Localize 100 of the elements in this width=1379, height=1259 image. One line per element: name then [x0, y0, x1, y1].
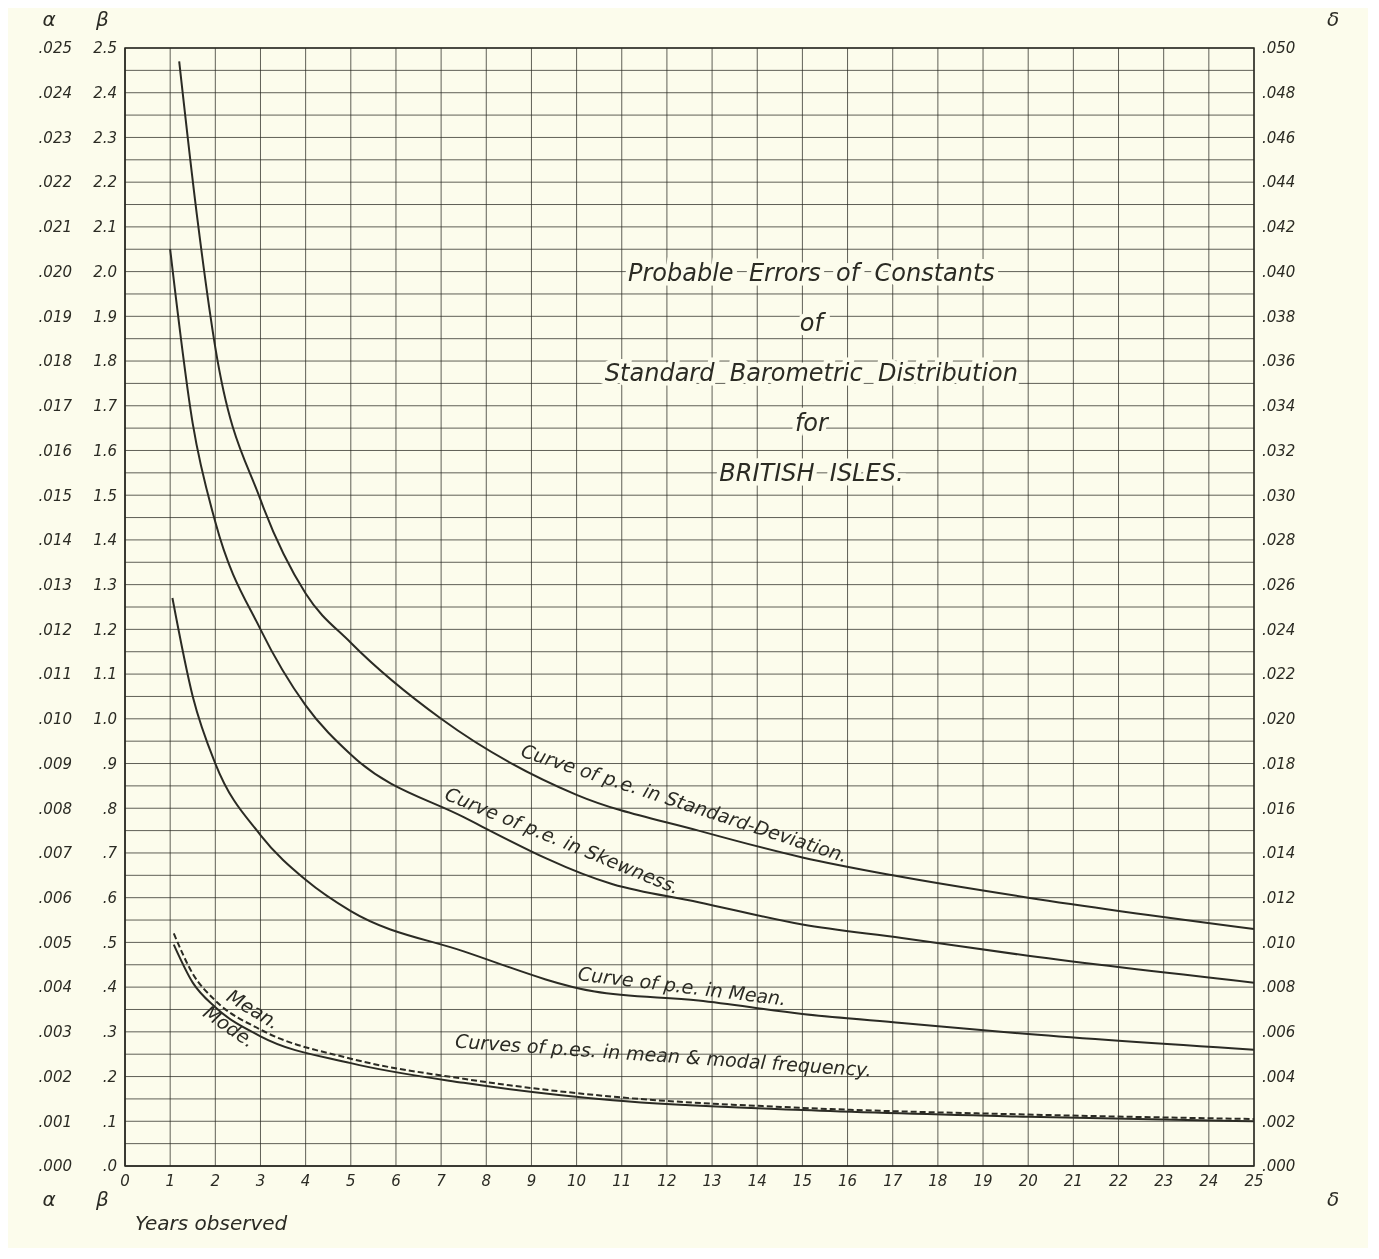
x-tick-label: 24	[1199, 1172, 1219, 1190]
x-tick-label: 21	[1063, 1172, 1083, 1190]
y2-tick-label: .022	[1262, 665, 1296, 684]
y3-tick-label: .015	[38, 486, 72, 505]
y2-tick-label: .050	[1262, 39, 1296, 58]
y-tick-label: .4	[102, 978, 117, 997]
text: δ	[1326, 1187, 1340, 1211]
y3-tick-label: .023	[38, 128, 72, 147]
x-tick-label: 1	[165, 1172, 175, 1190]
y-tick-label: .2	[102, 1067, 117, 1086]
y3-tick-label: .006	[38, 889, 72, 908]
x-tick-label: 13	[702, 1172, 722, 1190]
x-tick-label: 16	[838, 1172, 858, 1190]
y2-tick-label: .004	[1262, 1067, 1296, 1086]
y3-tick-label: .004	[38, 978, 72, 997]
y3-tick-label: .016	[38, 441, 72, 460]
x-tick-label: 20	[1018, 1172, 1038, 1190]
y-tick-label: 1.7	[93, 397, 118, 416]
y3-tick-label: .018	[38, 352, 72, 371]
y-tick-label: 1.6	[93, 441, 117, 460]
y-tick-label: 1.1	[93, 665, 117, 684]
y2-tick-label: .046	[1262, 128, 1296, 147]
y3-tick-label: .022	[38, 173, 72, 192]
x-tick-label: 15	[792, 1172, 812, 1190]
y2-tick-label: .036	[1262, 352, 1296, 371]
x-tick-label: 12	[657, 1172, 677, 1190]
y3-tick-label: .000	[38, 1157, 72, 1176]
y3-tick-label: .009	[38, 754, 72, 773]
y-tick-label: 2.1	[93, 218, 117, 237]
y2-tick-label: .038	[1262, 307, 1296, 326]
y-tick-label: 1.9	[93, 307, 117, 326]
y-tick-label: 2.0	[93, 262, 117, 281]
x-tick-label: 14	[747, 1172, 767, 1190]
y3-tick-label: .010	[38, 710, 72, 729]
y2-tick-label: .048	[1262, 84, 1296, 103]
y3-tick-label: .019	[38, 307, 72, 326]
x-tick-label: 8	[481, 1172, 492, 1190]
y2-tick-label: .042	[1262, 218, 1296, 237]
y-tick-label: .5	[102, 933, 117, 952]
y3-tick-label: .021	[38, 218, 72, 237]
y3-tick-label: .012	[38, 620, 72, 639]
y-tick-label: 1.5	[93, 486, 117, 505]
y-axis-title: β	[95, 7, 110, 31]
y2-tick-label: .026	[1262, 575, 1296, 594]
y-tick-label: 2.4	[93, 84, 117, 103]
y3-tick-label: .014	[38, 531, 72, 550]
y2-tick-label: .002	[1262, 1112, 1296, 1131]
x-tick-label: 22	[1108, 1172, 1129, 1190]
x-tick-label: 0	[120, 1172, 130, 1190]
y2-axis-title: δ	[1326, 7, 1340, 31]
y-tick-label: 1.8	[93, 352, 117, 371]
y-tick-label: 1.2	[93, 620, 117, 639]
x-tick-label: 4	[300, 1172, 311, 1190]
x-tick-label: 18	[928, 1172, 948, 1190]
y2-tick-label: .006	[1262, 1023, 1296, 1042]
y-tick-label: 2.2	[93, 173, 117, 192]
text: Curve of p.e. in Mean.	[576, 962, 788, 1010]
x-tick-label: 19	[973, 1172, 993, 1190]
x-tick-label: 2	[210, 1172, 221, 1190]
y2-tick-label: .014	[1262, 844, 1296, 863]
y3-tick-label: .008	[38, 799, 72, 818]
y3-tick-label: .013	[38, 575, 72, 594]
x-tick-label: 5	[346, 1172, 356, 1190]
y-tick-label: .0	[102, 1157, 117, 1176]
y3-tick-label: .020	[38, 262, 72, 281]
y2-tick-label: .000	[1262, 1157, 1296, 1176]
x-tick-label: 3	[255, 1172, 266, 1190]
y2-tick-label: .016	[1262, 799, 1296, 818]
y2-tick-label: .030	[1262, 486, 1296, 505]
y-tick-label: 2.5	[93, 39, 117, 58]
text: α	[42, 1187, 56, 1211]
y3-tick-label: .005	[38, 933, 72, 952]
y2-tick-label: .008	[1262, 978, 1296, 997]
y2-tick-label: .032	[1262, 441, 1296, 460]
y2-tick-label: .040	[1262, 262, 1296, 281]
x-tick-label: 17	[883, 1172, 903, 1190]
y-tick-label: 1.4	[93, 531, 117, 550]
y2-tick-label: .034	[1262, 397, 1296, 416]
x-axis-title: Years observed	[135, 1211, 288, 1235]
y3-tick-label: .025	[38, 39, 72, 58]
y3-tick-label: .003	[38, 1023, 72, 1042]
annotation: Curves of p.es. in mean & modal frequency.	[454, 1029, 873, 1081]
y2-tick-label: .012	[1262, 889, 1296, 908]
y3-tick-label: .002	[38, 1067, 72, 1086]
y-tick-label: 1.0	[93, 710, 117, 729]
y3-axis-title: α	[42, 7, 56, 31]
y-tick-label: 1.3	[93, 575, 117, 594]
y2-tick-label: .010	[1262, 933, 1296, 952]
x-tick-label: 25	[1244, 1172, 1264, 1190]
y-tick-label: .3	[102, 1023, 117, 1042]
x-tick-label: 7	[436, 1172, 447, 1190]
x-tick-label: 11	[612, 1172, 632, 1190]
x-tick-label: 10	[567, 1172, 587, 1190]
y3-tick-label: .017	[38, 397, 73, 416]
y-tick-label: 2.3	[93, 128, 117, 147]
y2-tick-label: .044	[1262, 173, 1296, 192]
x-tick-label: 6	[391, 1172, 401, 1190]
x-tick-label: 23	[1154, 1172, 1174, 1190]
y3-tick-label: .024	[38, 84, 72, 103]
y-tick-label: .7	[102, 844, 118, 863]
